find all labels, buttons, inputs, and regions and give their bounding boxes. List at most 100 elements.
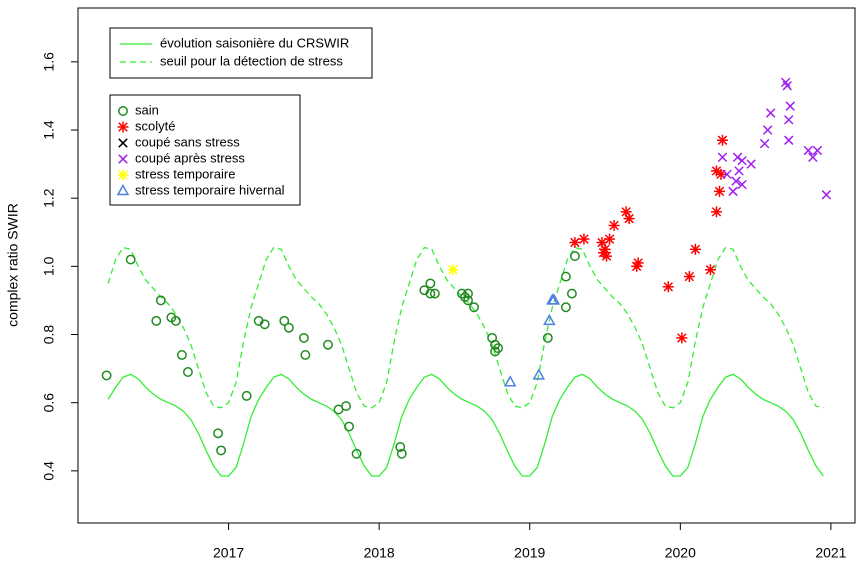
legend-label: sain	[135, 102, 159, 117]
marker-shape	[782, 80, 792, 91]
marker-shape	[300, 350, 311, 360]
marker-shape	[125, 254, 136, 265]
point-marker	[623, 213, 635, 225]
point-marker	[662, 281, 674, 293]
legend-label: stress temporaire hivernal	[135, 182, 285, 197]
point-marker	[785, 101, 795, 111]
y-tick-label: 1.0	[41, 256, 57, 276]
marker-shape	[170, 315, 181, 326]
point-marker	[737, 179, 747, 190]
point-marker	[803, 145, 814, 156]
point-marker	[560, 302, 571, 313]
y-tick-label: 1.6	[41, 52, 57, 72]
legend-label: seuil pour la détection de stress	[160, 53, 343, 68]
point-marker	[116, 183, 130, 196]
point-marker	[713, 185, 725, 197]
marker-shape	[812, 145, 823, 156]
marker-shape	[425, 288, 436, 299]
marker-shape	[323, 339, 333, 350]
point-marker	[463, 288, 473, 299]
marker-shape	[532, 368, 546, 380]
marker-shape	[737, 179, 747, 190]
point-marker	[117, 121, 129, 133]
point-marker	[821, 190, 832, 200]
point-marker	[279, 315, 290, 326]
point-marker	[125, 254, 136, 265]
point-marker	[604, 233, 616, 245]
point-marker	[323, 339, 333, 350]
marker-shape	[259, 319, 270, 330]
x-tick-label: 2020	[665, 545, 696, 561]
point-marker	[762, 125, 773, 135]
point-marker	[283, 322, 294, 333]
point-marker	[425, 288, 436, 299]
point-marker	[731, 176, 741, 186]
point-marker	[213, 428, 223, 439]
point-marker	[298, 332, 309, 343]
y-axis-label: complex ratio SWIR	[5, 203, 21, 327]
point-marker	[118, 138, 128, 148]
marker-shape	[469, 302, 479, 313]
marker-shape	[425, 278, 436, 289]
marker-shape	[493, 343, 504, 354]
marker-shape	[765, 108, 776, 118]
season-line	[107, 246, 824, 409]
marker-shape	[279, 315, 290, 326]
marker-shape	[283, 322, 294, 333]
marker-shape	[101, 370, 112, 381]
point-marker	[300, 350, 311, 360]
point-marker	[716, 134, 728, 146]
marker-shape	[722, 169, 732, 180]
point-marker	[784, 135, 794, 145]
marker-shape	[395, 442, 406, 452]
marker-shape	[543, 313, 556, 326]
point-marker	[429, 288, 440, 299]
x-tick-label: 2017	[213, 545, 244, 561]
marker-shape	[155, 295, 166, 306]
marker-shape	[542, 332, 553, 343]
marker-shape	[803, 145, 814, 156]
x-tick-label: 2018	[364, 545, 395, 561]
marker-shape	[463, 295, 473, 306]
legend-box	[109, 94, 301, 206]
legend-label: évolution saisonière du CRSWIR	[160, 35, 349, 50]
marker-shape	[118, 154, 128, 164]
point-marker	[737, 155, 747, 166]
point-marker	[395, 442, 406, 452]
marker-shape	[734, 166, 744, 176]
point-marker	[118, 106, 128, 116]
point-marker	[704, 264, 716, 276]
x-tick-label: 2019	[514, 545, 545, 561]
point-marker	[689, 243, 701, 255]
marker-shape	[784, 115, 794, 125]
marker-shape	[298, 332, 309, 343]
point-marker	[722, 169, 732, 180]
point-marker	[632, 257, 644, 269]
marker-shape	[396, 448, 407, 459]
point-marker	[344, 421, 354, 432]
point-marker	[765, 108, 776, 118]
marker-shape	[182, 367, 193, 377]
marker-shape	[746, 159, 756, 169]
point-marker	[241, 390, 252, 401]
y-tick-label: 0.8	[41, 325, 57, 345]
marker-shape	[351, 448, 362, 459]
point-marker	[170, 315, 181, 326]
marker-shape	[341, 401, 351, 412]
y-tick-label: 0.4	[41, 461, 57, 481]
marker-shape	[241, 390, 252, 401]
point-marker	[601, 250, 613, 262]
point-marker	[683, 271, 695, 283]
point-marker	[463, 295, 473, 306]
point-marker	[118, 154, 128, 164]
point-marker	[543, 313, 556, 326]
point-marker	[542, 332, 553, 343]
legend-label: coupé sans stress	[135, 134, 240, 149]
point-marker	[808, 152, 818, 163]
marker-shape	[151, 315, 162, 326]
marker-shape	[781, 77, 791, 88]
marker-shape	[176, 350, 187, 360]
point-marker	[532, 368, 546, 380]
point-marker	[182, 367, 193, 377]
